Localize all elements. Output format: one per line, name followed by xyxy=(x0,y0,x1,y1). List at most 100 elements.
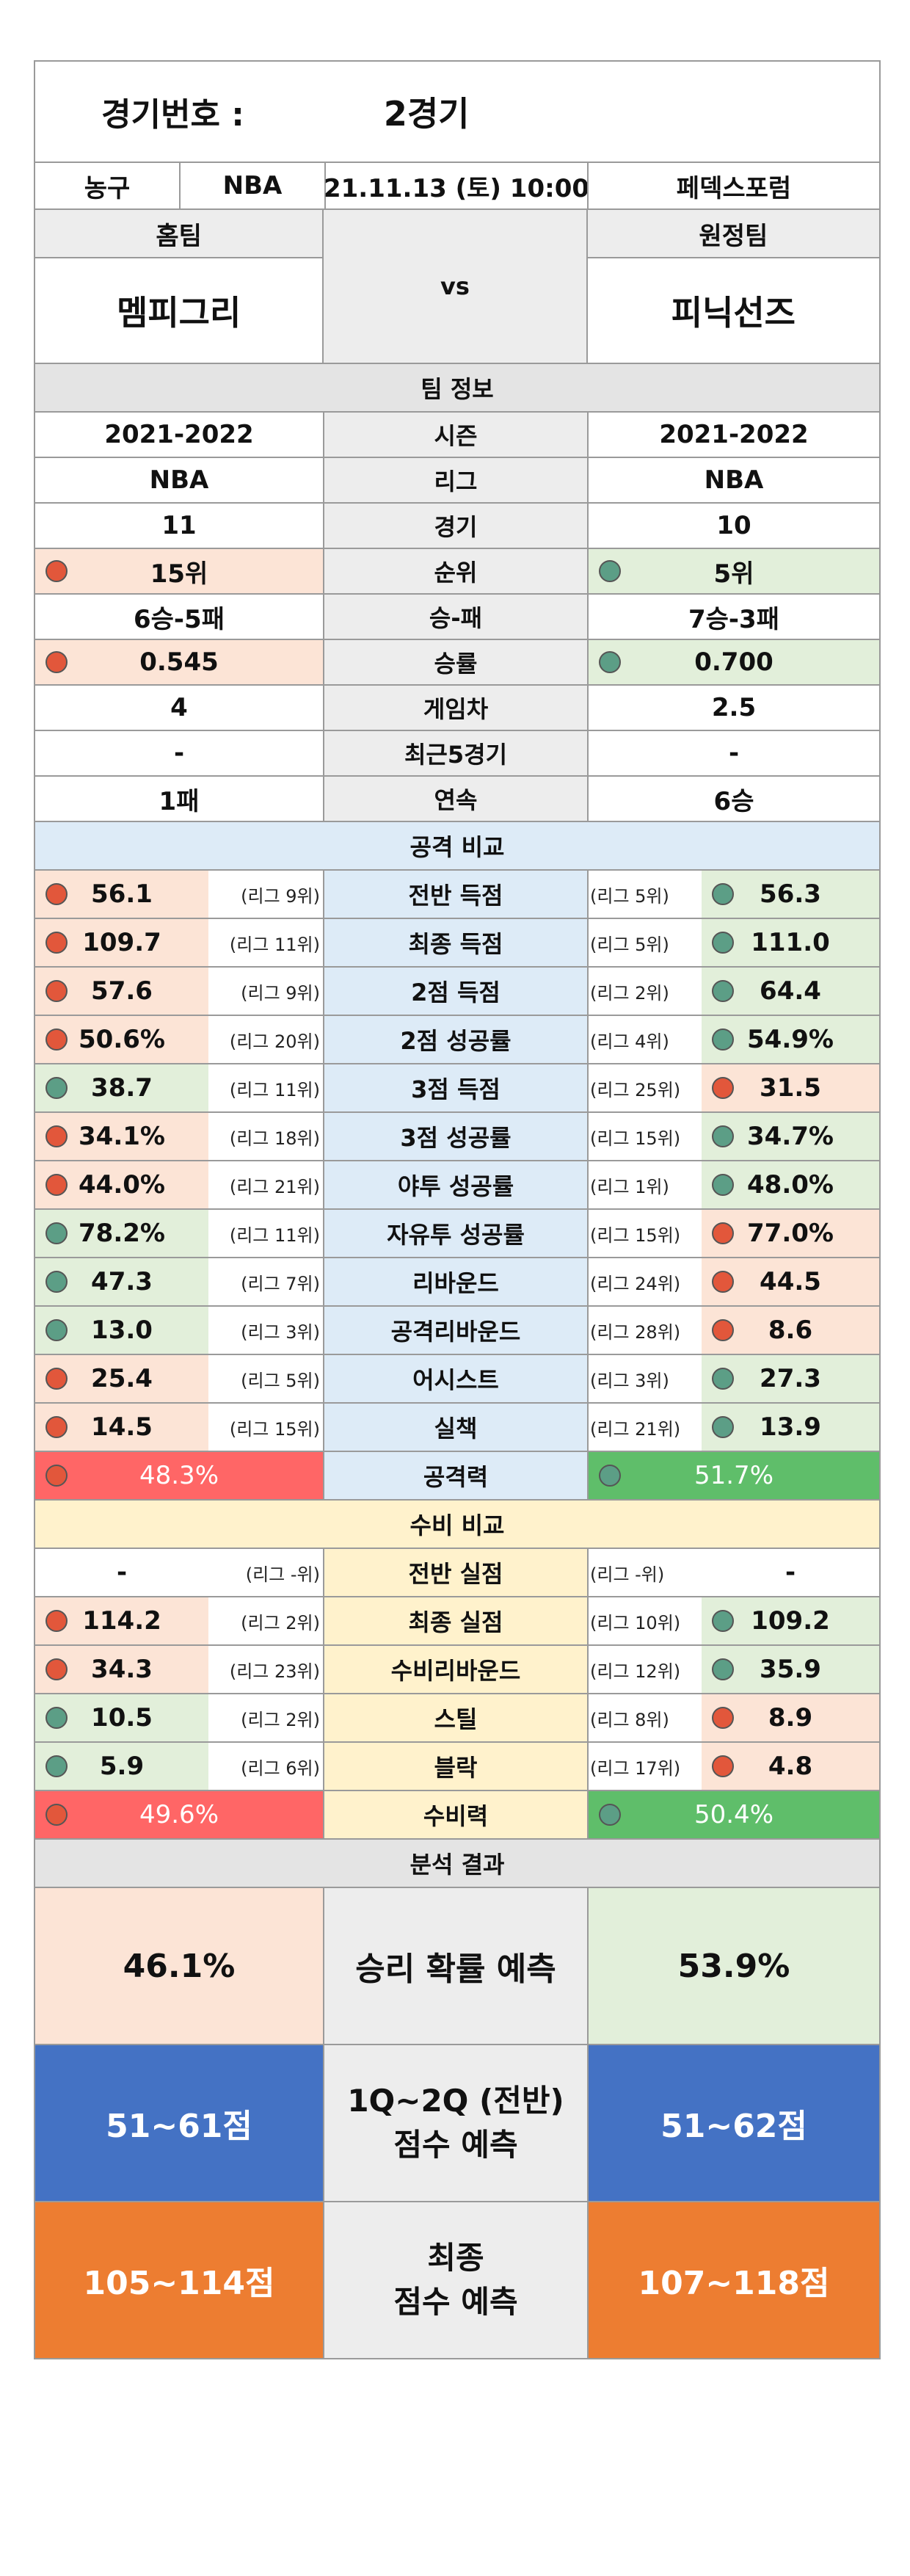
half-score-label: 1Q~2Q (전반) 점수 예측 xyxy=(323,2045,587,2201)
offense-away-value-text: 13.9 xyxy=(760,1412,821,1442)
defense-away-value: 8.9 xyxy=(702,1694,879,1741)
offense-home-value: 57.6 xyxy=(35,968,208,1015)
team-info-home-text: 4 xyxy=(170,693,188,722)
teams-row: 홈팀 멤피그리 vs 원정팀 피닉선즈 xyxy=(34,210,881,364)
team-info-away-value: - xyxy=(587,731,879,775)
offense-home-rank: (리그 21위) xyxy=(229,1176,320,1197)
status-dot-icon xyxy=(599,1804,621,1826)
status-dot-icon xyxy=(712,883,734,905)
team-info-section: 팀 정보 2021-2022 시즌 2021-2022 NBA 리그 NBA 11 경기 10 15… xyxy=(34,364,881,822)
final-score-label-line1: 최종 xyxy=(427,2240,484,2276)
team-info-away-value: 6승 xyxy=(587,777,879,821)
team-info-home-text: 15위 xyxy=(150,559,208,589)
defense-title-row: 수비 비교 xyxy=(34,1501,881,1549)
offense-away-value: 34.7% xyxy=(702,1113,879,1160)
offense-away-value: 48.0% xyxy=(702,1161,879,1208)
defense-total-away-text: 50.4% xyxy=(694,1800,774,1829)
defense-away-value: 35.9 xyxy=(702,1646,879,1693)
offense-away-value-text: 34.7% xyxy=(747,1122,834,1151)
offense-away-rank: (리그 3위) xyxy=(587,1355,702,1402)
offense-total-away-text: 51.7% xyxy=(694,1461,774,1490)
offense-away-value: 111.0 xyxy=(702,919,879,966)
offense-home-value-text: 50.6% xyxy=(79,1025,165,1054)
offense-row: 109.7 (리그 11위) 최종 득점 (리그 5위) 111.0 xyxy=(34,919,881,968)
status-dot-icon xyxy=(46,1416,68,1438)
status-dot-icon xyxy=(46,1174,68,1196)
team-info-home-text: NBA xyxy=(149,465,209,495)
defense-home-rank: (리그 2위) xyxy=(241,1612,320,1633)
team-info-label: 게임차 xyxy=(323,686,587,730)
team-info-title: 팀 정보 xyxy=(421,375,494,403)
status-dot-icon xyxy=(712,1707,734,1729)
defense-home-value-text: - xyxy=(116,1558,128,1587)
team-info-away-text: 2.5 xyxy=(711,693,757,722)
defense-title: 수비 비교 xyxy=(410,1512,505,1539)
team-info-title-row: 팀 정보 xyxy=(34,364,881,413)
defense-label: 수비리바운드 xyxy=(323,1646,587,1693)
defense-away-rank: (리그 10위) xyxy=(587,1597,702,1644)
offense-label: 2점 성공률 xyxy=(323,1016,587,1063)
team-info-row: 1패 연속 6승 xyxy=(34,777,881,822)
final-score-label: 최종 점수 예측 xyxy=(323,2202,587,2358)
offense-home-value: 44.0% xyxy=(35,1161,208,1208)
offense-away-value-text: 111.0 xyxy=(751,928,830,957)
status-dot-icon xyxy=(46,1319,68,1341)
status-dot-icon xyxy=(46,1804,68,1826)
status-dot-icon xyxy=(46,1077,68,1099)
home-team-name: 멤피그리 xyxy=(117,293,241,333)
team-info-away-value: NBA xyxy=(587,458,879,502)
team-info-label: 경기 xyxy=(323,504,587,548)
defense-row: 5.9 (리그 6위) 블락 (리그 17위) 4.8 xyxy=(34,1743,881,1791)
defense-away-value-text: - xyxy=(785,1558,796,1587)
offense-row: 47.3 (리그 7위) 리바운드 (리그 24위) 44.5 xyxy=(34,1258,881,1307)
status-dot-icon xyxy=(46,1271,68,1293)
offense-away-rank: (리그 2위) xyxy=(587,968,702,1015)
team-info-away-text: 7승-3패 xyxy=(688,604,779,634)
team-info-home-text: 2021-2022 xyxy=(104,420,254,449)
offense-home-value: 13.0 xyxy=(35,1307,208,1354)
offense-home-value: 109.7 xyxy=(35,919,208,966)
team-info-away-value: 7승-3패 xyxy=(587,595,879,639)
offense-row: 78.2% (리그 11위) 자유투 성공률 (리그 15위) 77.0% xyxy=(34,1210,881,1258)
team-info-home-text: 11 xyxy=(161,511,197,540)
analysis-title: 분석 결과 xyxy=(410,1851,505,1879)
team-info-label: 승-패 xyxy=(323,595,587,639)
offense-home-value: 34.1% xyxy=(35,1113,208,1160)
offense-home-rank: (리그 3위) xyxy=(241,1321,320,1343)
offense-home-rank: (리그 11위) xyxy=(229,1224,320,1246)
status-dot-icon xyxy=(712,1368,734,1390)
offense-home-value: 25.4 xyxy=(35,1355,208,1402)
offense-away-rank: (리그 5위) xyxy=(587,919,702,966)
team-info-away-text: 2021-2022 xyxy=(659,420,809,449)
team-info-away-text: 0.700 xyxy=(694,647,774,677)
team-info-away-text: - xyxy=(728,739,740,768)
status-dot-icon xyxy=(712,1174,734,1196)
status-dot-icon xyxy=(712,1319,734,1341)
offense-label: 야투 성공률 xyxy=(323,1161,587,1208)
status-dot-icon xyxy=(712,1125,734,1147)
status-dot-icon xyxy=(46,1125,68,1147)
team-info-away-text: NBA xyxy=(704,465,764,495)
win-prob-away: 53.9% xyxy=(587,1888,879,2044)
team-info-home-value: 6승-5패 xyxy=(35,595,323,639)
status-dot-icon xyxy=(599,651,621,673)
defense-label: 스틸 xyxy=(323,1694,587,1741)
offense-away-rank: (리그 4위) xyxy=(587,1016,702,1063)
status-dot-icon xyxy=(712,1222,734,1244)
status-dot-icon xyxy=(599,560,621,582)
defense-away-value: 4.8 xyxy=(702,1743,879,1790)
offense-away-value-text: 8.6 xyxy=(768,1316,813,1345)
defense-label: 블락 xyxy=(323,1743,587,1790)
offense-label: 3점 성공률 xyxy=(323,1113,587,1160)
offense-row: 13.0 (리그 3위) 공격리바운드 (리그 28위) 8.6 xyxy=(34,1307,881,1355)
offense-total-row: 48.3% 공격력 51.7% xyxy=(34,1452,881,1501)
team-info-home-value: 15위 xyxy=(35,549,323,593)
offense-home-value: 38.7 xyxy=(35,1064,208,1111)
offense-home-value-text: 78.2% xyxy=(79,1219,165,1248)
sport: 농구 xyxy=(84,173,131,203)
meta-row: 농구 NBA 21.11.13 (토) 10:00 페덱스포럼 xyxy=(34,163,881,210)
offense-away-value: 44.5 xyxy=(702,1258,879,1305)
offense-home-value-text: 56.1 xyxy=(91,879,153,909)
offense-away-value: 77.0% xyxy=(702,1210,879,1257)
team-info-away-value: 2.5 xyxy=(587,686,879,730)
